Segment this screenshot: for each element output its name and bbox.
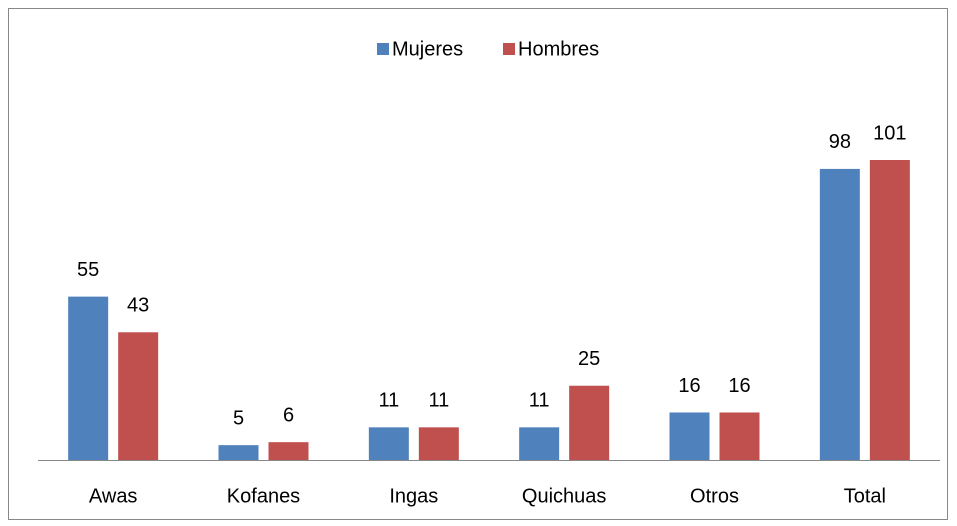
bar	[669, 412, 710, 460]
bar	[519, 427, 560, 460]
x-tick-label: Awas	[89, 485, 138, 507]
bar	[569, 385, 610, 460]
data-label: 25	[578, 348, 600, 370]
x-tick-label: Kofanes	[227, 485, 300, 507]
x-tick-label: Ingas	[389, 485, 438, 507]
data-label: 43	[127, 295, 149, 317]
data-label: 6	[283, 404, 294, 426]
legend-label: Mujeres	[392, 38, 463, 60]
bar	[268, 442, 309, 460]
chart-frame	[8, 8, 948, 520]
bar	[819, 168, 860, 460]
bar	[719, 412, 760, 460]
data-label: 11	[428, 390, 449, 412]
bar	[418, 427, 459, 460]
legend-swatch	[503, 43, 515, 55]
data-label: 101	[873, 122, 906, 144]
data-label: 5	[233, 407, 244, 429]
x-tick-label: Otros	[690, 485, 739, 507]
data-label: 98	[829, 131, 851, 153]
data-label: 11	[378, 390, 399, 412]
data-label: 11	[529, 390, 550, 412]
bar	[118, 332, 159, 460]
data-label: 16	[678, 375, 700, 397]
x-tick-label: Quichuas	[522, 485, 607, 507]
data-label: 55	[77, 259, 99, 281]
legend-label: Hombres	[518, 38, 599, 60]
bar	[68, 296, 109, 460]
x-tick-label: Total	[844, 485, 886, 507]
bar	[869, 160, 910, 460]
bar	[218, 445, 259, 460]
legend-swatch	[377, 43, 389, 55]
data-label: 16	[728, 375, 750, 397]
bar	[368, 427, 409, 460]
